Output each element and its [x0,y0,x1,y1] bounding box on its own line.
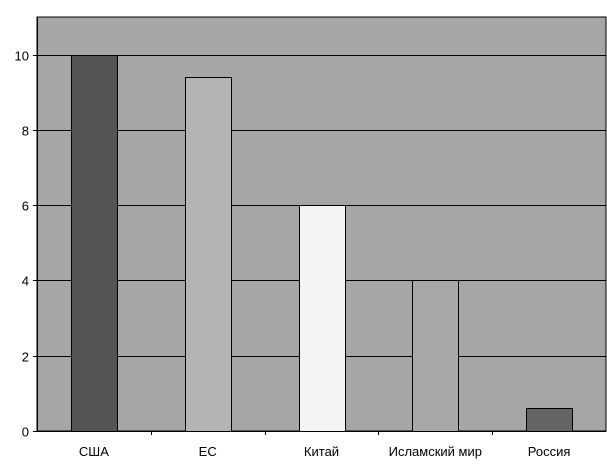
bar [526,408,573,432]
axes [33,17,606,435]
y-tick-label: 10 [15,49,29,64]
x-tick-label: Китай [304,444,339,459]
y-tick-label: 8 [22,124,29,139]
x-tick-label: Исламский мир [389,444,482,459]
y-tick-label: 4 [22,274,29,289]
x-tick-label: США [79,444,109,459]
x-tick-label: Россия [528,444,571,459]
y-tick-labels: 0 2 4 6 8 10 [15,49,29,440]
bar [412,280,459,432]
bar [185,77,232,432]
bar [71,55,118,432]
bar [299,205,346,432]
x-tick-labels: США ЕС Китай Исламский мир Россия [79,444,571,459]
y-tick-label: 6 [22,199,29,214]
x-tick-label: ЕС [199,444,217,459]
bars [71,55,573,432]
y-tick-label: 0 [22,425,29,440]
y-tick-label: 2 [22,350,29,365]
